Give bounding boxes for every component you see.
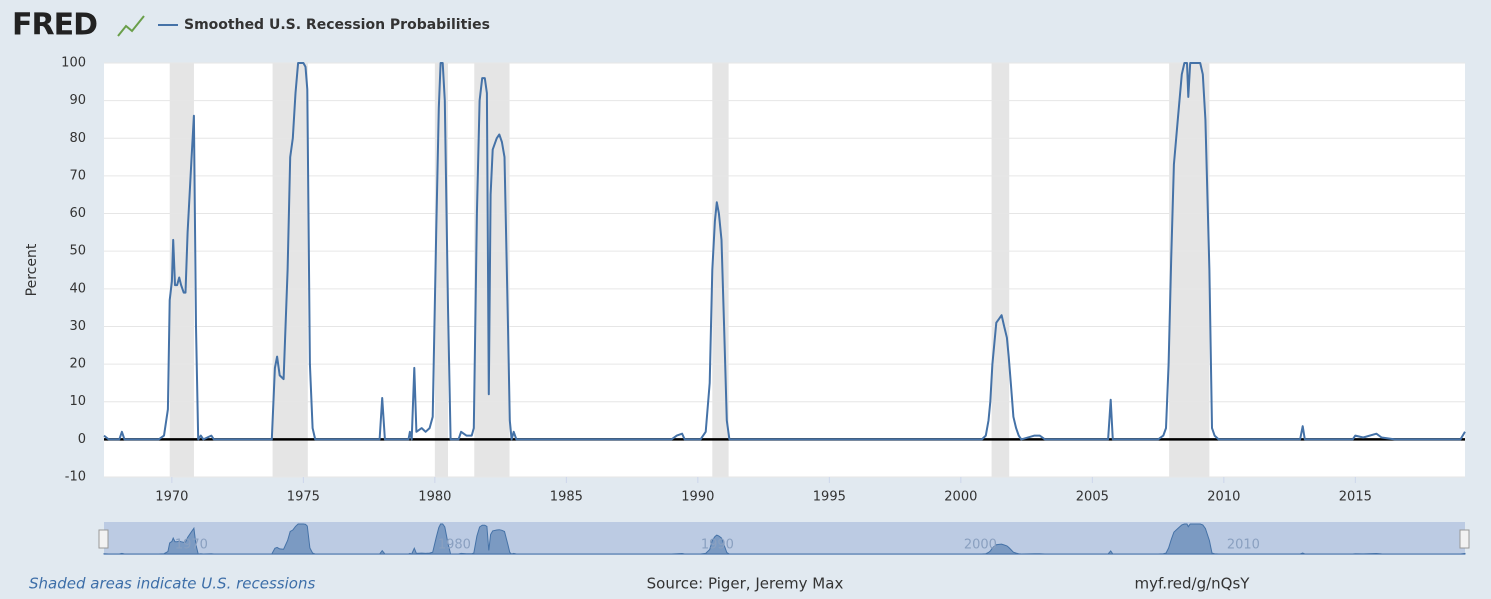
recession-note: Shaded areas indicate U.S. recessions [29, 575, 315, 593]
navigator-tick-label: 1980 [438, 538, 471, 553]
y-tick-label: 90 [69, 93, 86, 108]
y-tick-label: 0 [78, 432, 86, 447]
recession-band [272, 63, 308, 477]
navigator-tick-label: 2010 [1227, 538, 1260, 553]
x-tick-label: 1985 [550, 490, 583, 505]
logo-icon [117, 15, 145, 37]
navigator-tick-label: 2000 [964, 538, 997, 553]
recession-band [169, 63, 194, 477]
navigator-tick-label: 1990 [701, 538, 734, 553]
y-tick-label: 50 [69, 244, 86, 259]
navigator-handle[interactable] [98, 529, 109, 549]
y-tick-label: -10 [65, 470, 86, 485]
brand-logo: FRED [12, 8, 97, 43]
y-tick-label: 60 [69, 206, 86, 221]
x-tick-label: 2000 [944, 490, 977, 505]
recession-band [991, 63, 1010, 477]
navigator-tick-label: 1970 [175, 538, 208, 553]
y-tick-label: 20 [69, 357, 86, 372]
x-tick-label: 2005 [1076, 490, 1109, 505]
y-axis-label: Percent [24, 243, 40, 296]
x-tick-label: 1975 [287, 490, 320, 505]
plot-area [104, 63, 1465, 477]
x-tick-label: 1995 [813, 490, 846, 505]
y-tick-label: 80 [69, 131, 86, 146]
x-tick-label: 2010 [1207, 490, 1240, 505]
x-tick-label: 1970 [155, 490, 188, 505]
y-tick-label: 70 [69, 168, 86, 183]
series-line [103, 62, 1466, 441]
recession-band [474, 63, 510, 477]
y-tick-label: 100 [61, 56, 86, 71]
source: Source: Piger, Jeremy Max [647, 575, 844, 593]
legend-label: Smoothed U.S. Recession Probabilities [184, 17, 490, 33]
navigator-area [103, 523, 1466, 555]
navigator [104, 522, 1465, 555]
navigator-handle[interactable] [1459, 529, 1470, 549]
x-tick-label: 1990 [681, 490, 714, 505]
x-tick-label: 2015 [1339, 490, 1372, 505]
link[interactable]: myf.red/g/nQsY [1135, 575, 1251, 593]
x-tick-label: 1980 [418, 490, 451, 505]
y-tick-label: 10 [69, 394, 86, 409]
y-tick-label: 40 [69, 281, 86, 296]
recession-band [1169, 63, 1210, 477]
y-tick-label: 30 [69, 319, 86, 334]
